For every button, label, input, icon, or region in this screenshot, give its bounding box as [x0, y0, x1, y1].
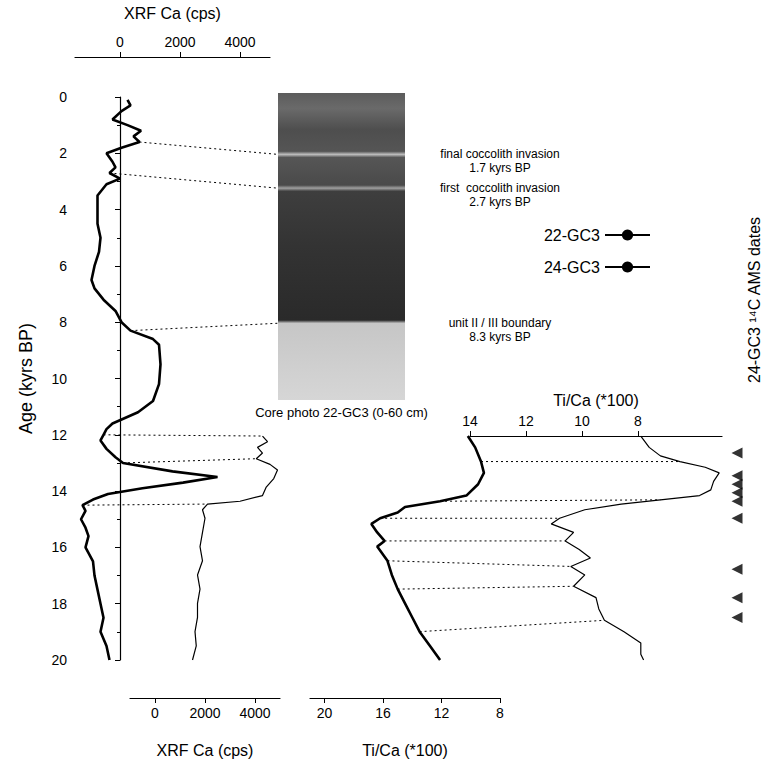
- svg-text:8: 8: [496, 705, 504, 721]
- svg-text:24-GC3 ¹⁴C AMS dates: 24-GC3 ¹⁴C AMS dates: [746, 217, 763, 383]
- svg-text:6: 6: [59, 258, 67, 274]
- svg-text:2: 2: [59, 145, 67, 161]
- svg-text:0: 0: [116, 34, 124, 50]
- svg-text:8: 8: [59, 314, 67, 330]
- svg-text:first coccolith invasion: first coccolith invasion: [440, 181, 560, 195]
- svg-text:Core photo 22-GC3 (0-60 cm): Core photo 22-GC3 (0-60 cm): [255, 405, 428, 420]
- svg-text:22-GC3: 22-GC3: [544, 227, 600, 244]
- svg-text:18: 18: [51, 596, 67, 612]
- svg-text:20: 20: [51, 652, 67, 668]
- svg-text:20: 20: [317, 705, 333, 721]
- svg-text:Ti/Ca (*100): Ti/Ca (*100): [362, 742, 448, 759]
- svg-text:XRF Ca (cps): XRF Ca (cps): [124, 5, 221, 22]
- svg-text:4: 4: [59, 202, 67, 218]
- svg-text:Ti/Ca (*100): Ti/Ca (*100): [553, 392, 639, 409]
- svg-text:XRF Ca (cps): XRF Ca (cps): [157, 742, 254, 759]
- svg-text:final coccolith invasion: final coccolith invasion: [440, 147, 559, 161]
- svg-text:1.7 kyrs BP: 1.7 kyrs BP: [469, 161, 530, 175]
- svg-text:4000: 4000: [239, 705, 270, 721]
- svg-text:0: 0: [59, 89, 67, 105]
- svg-text:10: 10: [51, 371, 67, 387]
- svg-text:unit II / III boundary: unit II / III boundary: [449, 316, 552, 330]
- svg-text:2.7 kyrs BP: 2.7 kyrs BP: [469, 195, 530, 209]
- svg-text:8.3 kyrs BP: 8.3 kyrs BP: [469, 330, 530, 344]
- svg-text:14: 14: [51, 483, 67, 499]
- svg-text:12: 12: [434, 705, 450, 721]
- svg-text:16: 16: [375, 705, 391, 721]
- svg-text:16: 16: [51, 539, 67, 555]
- svg-text:8: 8: [634, 413, 642, 429]
- svg-text:Age (kyrs BP): Age (kyrs BP): [16, 323, 36, 434]
- svg-text:2000: 2000: [189, 705, 220, 721]
- svg-text:24-GC3: 24-GC3: [544, 259, 600, 276]
- svg-text:14: 14: [462, 413, 478, 429]
- svg-text:10: 10: [574, 413, 590, 429]
- svg-text:0: 0: [151, 705, 159, 721]
- svg-text:12: 12: [51, 427, 67, 443]
- svg-text:12: 12: [518, 413, 534, 429]
- svg-text:4000: 4000: [224, 34, 255, 50]
- svg-text:2000: 2000: [164, 34, 195, 50]
